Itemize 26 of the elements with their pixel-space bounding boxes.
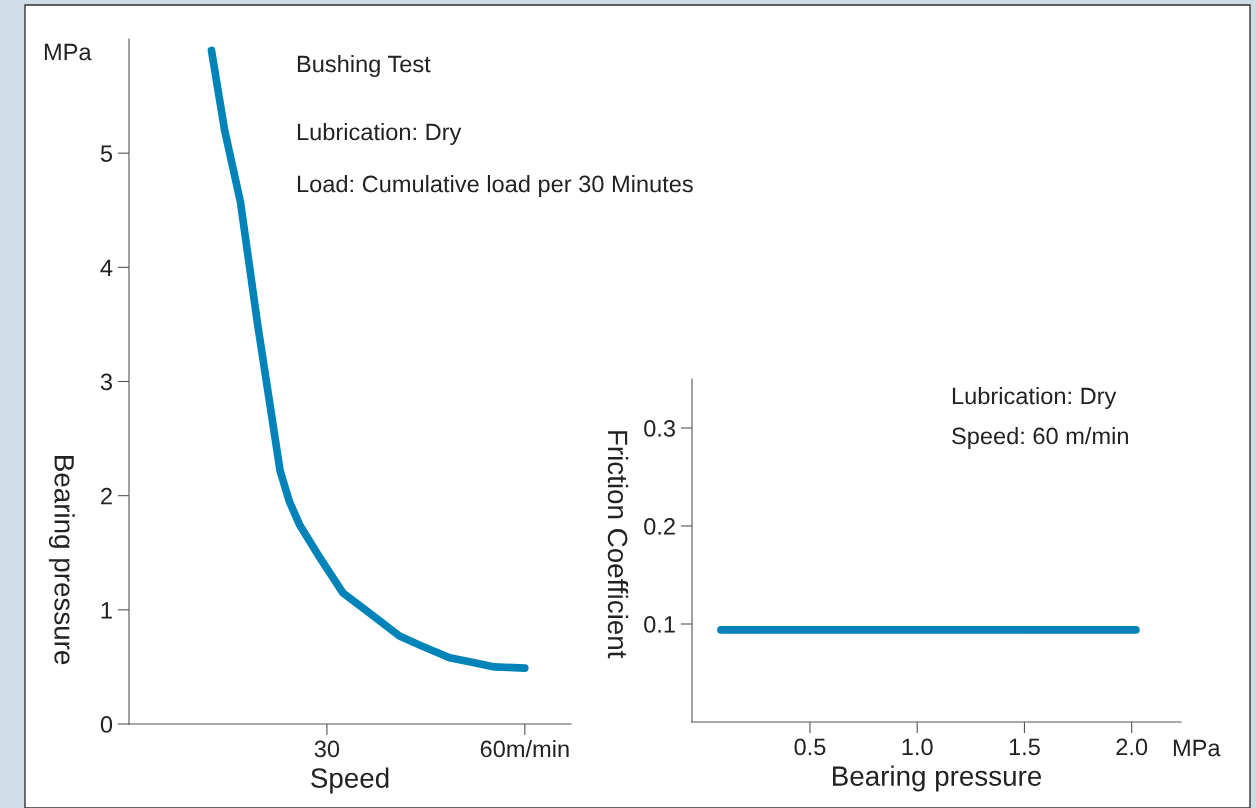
- text: MPa: [44, 43, 92, 61]
- y-axis-title: Bearing pressure: [48, 456, 75, 665]
- y-tick-label: 0.2: [644, 518, 675, 535]
- y-tick-label: 0.1: [644, 616, 675, 633]
- x-axis-title: Speed: [311, 767, 389, 794]
- y-tick-label: 3: [100, 373, 112, 391]
- x-axis-title: Bearing pressure: [833, 765, 1042, 792]
- x-tick-label: 1.5: [1009, 738, 1040, 756]
- annotation: Bushing Test: [297, 55, 431, 77]
- annotation: Lubrication: Dry: [297, 123, 462, 145]
- y-tick-label: 0.3: [644, 420, 675, 437]
- x-tick-label: 0.5: [794, 738, 826, 756]
- y-tick-label: 5: [100, 145, 113, 162]
- x-tick-label: 30: [314, 740, 340, 758]
- annotation: Lubrication: Dry: [952, 386, 1117, 409]
- x-tick-label: 1.0: [902, 738, 933, 756]
- annotation: Speed: 60 m/min: [952, 426, 1128, 450]
- x-tick-label: 60m/min: [480, 739, 569, 758]
- y-tick-label: 1: [101, 602, 112, 619]
- y-axis-title: Friction Coefficient: [607, 431, 629, 659]
- y-tick-label: 4: [100, 259, 113, 276]
- text: MPa: [1173, 739, 1221, 757]
- y-tick-label: 0: [100, 716, 113, 733]
- x-tick-label: 2.0: [1116, 738, 1148, 756]
- y-tick-label: 2: [101, 487, 112, 505]
- annotation: Load: Cumulative load per 30 Minutes: [297, 175, 693, 197]
